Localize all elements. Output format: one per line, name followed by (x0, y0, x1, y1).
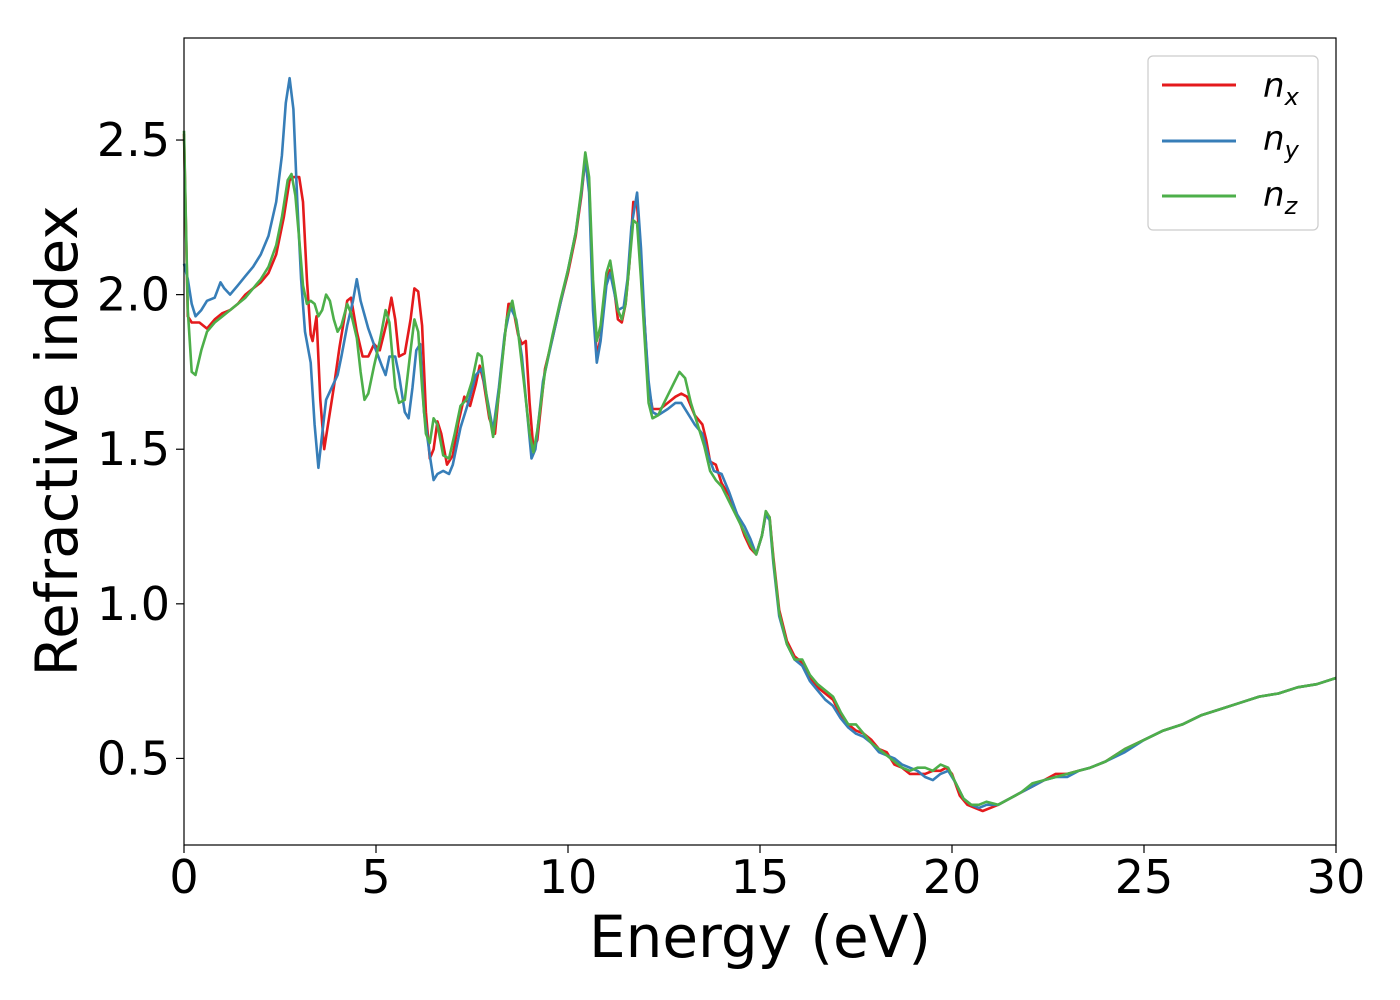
legend-label-nz-base: n (1263, 175, 1285, 215)
legend-label-nx-base: n (1263, 66, 1285, 106)
legend-label-ny: ny (1263, 119, 1300, 164)
x-tick-label: 15 (731, 850, 790, 904)
x-tick-label: 20 (923, 850, 982, 904)
y-tick-label: 1.5 (97, 422, 170, 476)
x-tick-label: 5 (361, 850, 390, 904)
y-axis-ticks: 0.5 1.0 1.5 2.0 2.5 (97, 113, 184, 785)
series-layer (182, 76, 1337, 813)
x-tick-label: 25 (1115, 850, 1174, 904)
y-tick-label: 1.0 (97, 577, 170, 631)
legend-label-nx: nx (1263, 66, 1300, 111)
legend: nx ny nz (1147, 55, 1319, 231)
series-line-nz (182, 130, 1337, 807)
legend-label-nz: nz (1263, 175, 1299, 220)
legend-label-nx-sub: x (1284, 83, 1300, 111)
legend-label-ny-base: n (1263, 119, 1285, 159)
x-axis-title: Energy (eV) (589, 903, 931, 971)
y-tick-label: 2.5 (97, 113, 170, 167)
legend-label-ny-sub: y (1284, 136, 1300, 164)
plot-background (184, 38, 1336, 845)
x-axis-ticks: 0 5 10 15 20 25 30 (169, 845, 1365, 904)
x-tick-label: 30 (1307, 850, 1366, 904)
y-tick-label: 0.5 (97, 731, 170, 785)
y-tick-label: 2.0 (97, 268, 170, 322)
legend-label-nz-sub: z (1284, 192, 1299, 220)
x-tick-label: 0 (169, 850, 198, 904)
x-tick-label: 10 (539, 850, 598, 904)
legend-box (1147, 55, 1319, 231)
y-axis-title: Refractive index (23, 205, 91, 676)
